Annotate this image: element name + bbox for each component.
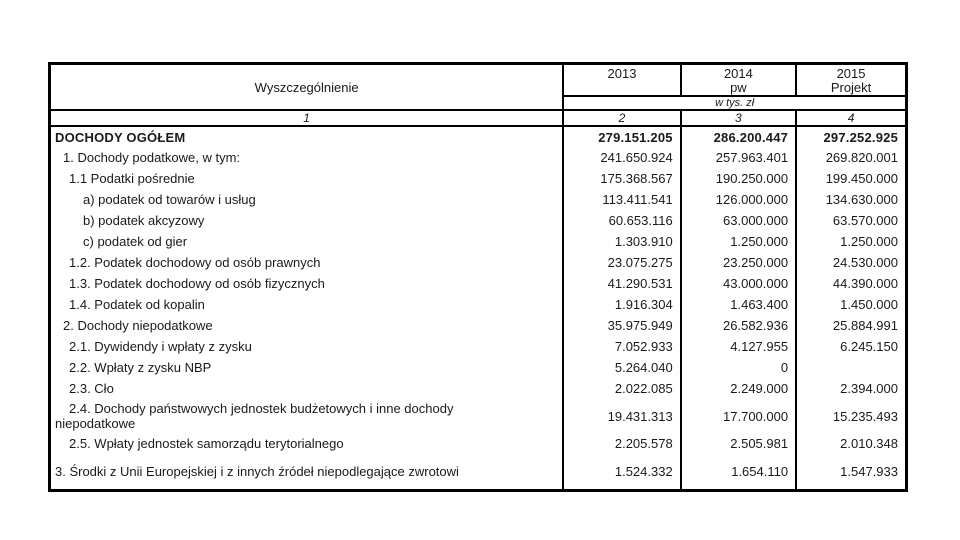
row-label: 2.2. Wpłaty z zysku NBP [69, 360, 212, 375]
table-row: 2.3. Cło 2.022.085 2.249.000 2.394.000 [50, 378, 907, 399]
value-2014: 1.654.110 [679, 454, 797, 490]
table-row: 1.3. Podatek dochodowy od osób fizycznyc… [50, 273, 907, 294]
value-2013: 113.411.541 [562, 189, 681, 210]
value-2015: 1.450.000 [795, 294, 907, 315]
table-row: 1.4. Podatek od kopalin 1.916.304 1.463.… [50, 294, 907, 315]
value-2013: 19.431.313 [562, 399, 681, 433]
value-2013: 5.264.040 [562, 357, 681, 378]
table-row: a) podatek od towarów i usług 113.411.54… [50, 189, 907, 210]
value-2013: 1.524.332 [562, 454, 681, 490]
row-label: 1.4. Podatek od kopalin [69, 297, 205, 312]
value-2015: 2.010.348 [795, 433, 907, 454]
column-number-4: 4 [795, 110, 907, 127]
table-row: 2.2. Wpłaty z zysku NBP 5.264.040 0 [50, 357, 907, 378]
value-2014: 26.582.936 [679, 315, 797, 336]
table-row: 1. Dochody podatkowe, w tym: 241.650.924… [50, 147, 907, 168]
year-2015-subtitle: Projekt [830, 80, 872, 95]
table-row: DOCHODY OGÓŁEM 279.151.205 286.200.447 2… [50, 126, 907, 147]
revenue-table: Wyszczególnienie 2013 2014 pw 2015 Proje… [48, 62, 908, 492]
value-2013: 1.916.304 [562, 294, 681, 315]
value-2014: 190.250.000 [679, 168, 797, 189]
row-label: 1.1 Podatki pośrednie [69, 171, 195, 186]
year-2014: 2014 [723, 66, 753, 81]
header-row-numbers: 1 2 3 4 [49, 110, 907, 127]
header-row-unit: w tys. zł [50, 96, 907, 111]
value-2013: 279.151.205 [562, 126, 681, 147]
value-2014: 2.505.981 [679, 433, 797, 454]
value-2013: 241.650.924 [562, 147, 681, 168]
year-2013: 2013 [607, 66, 637, 81]
value-2013: 60.653.116 [562, 210, 681, 231]
value-2013: 2.205.578 [562, 433, 681, 454]
table-row: 1.1 Podatki pośrednie 175.368.567 190.25… [50, 168, 907, 189]
value-2015: 44.390.000 [795, 273, 907, 294]
value-2015: 63.570.000 [795, 210, 907, 231]
value-2015: 1.250.000 [795, 231, 907, 252]
value-2014: 4.127.955 [679, 336, 797, 357]
value-2015: 15.235.493 [795, 399, 907, 433]
column-number-1: 1 [49, 110, 564, 127]
value-2015: 199.450.000 [795, 168, 907, 189]
value-2013: 7.052.933 [562, 336, 681, 357]
value-2015: 134.630.000 [795, 189, 907, 210]
table-row: 1.2. Podatek dochodowy od osób prawnych … [50, 252, 907, 273]
value-2013: 35.975.949 [562, 315, 681, 336]
row-label: 1.3. Podatek dochodowy od osób fizycznyc… [69, 276, 325, 291]
row-label: 2.4. Dochody państwowych jednostek budże… [55, 401, 454, 431]
table-row: 2. Dochody niepodatkowe 35.975.949 26.58… [50, 315, 907, 336]
value-2013: 2.022.085 [562, 378, 681, 399]
value-2013: 41.290.531 [562, 273, 681, 294]
value-2014: 23.250.000 [679, 252, 797, 273]
row-label: 1. Dochody podatkowe, w tym: [63, 150, 241, 165]
year-2014-subtitle: pw [730, 80, 747, 95]
table-row: 2.4. Dochody państwowych jednostek budże… [50, 399, 907, 433]
year-2015: 2015 [836, 66, 866, 81]
value-2014: 286.200.447 [679, 126, 797, 147]
value-2015: 1.547.933 [795, 454, 907, 490]
value-2015 [795, 357, 907, 378]
row-label: 2.5. Wpłaty jednostek samorządu terytori… [69, 436, 344, 451]
value-2015: 269.820.001 [795, 147, 907, 168]
value-2014: 1.463.400 [679, 294, 797, 315]
value-2015: 297.252.925 [795, 126, 907, 147]
value-2015: 6.245.150 [795, 336, 907, 357]
value-2014: 43.000.000 [679, 273, 797, 294]
value-2014: 126.000.000 [679, 189, 797, 210]
row-label: DOCHODY OGÓŁEM [55, 129, 186, 145]
row-label: 2.1. Dywidendy i wpłaty z zysku [69, 339, 252, 354]
table-row: 3. Środki z Unii Europejskiej i z innych… [50, 454, 907, 490]
column-number-2: 2 [562, 110, 681, 127]
value-2014: 17.700.000 [679, 399, 797, 433]
row-label: 1.2. Podatek dochodowy od osób prawnych [69, 255, 321, 270]
value-2014: 0 [679, 357, 797, 378]
value-2013: 23.075.275 [562, 252, 681, 273]
row-label: 3. Środki z Unii Europejskiej i z innych… [55, 463, 459, 479]
value-2014: 63.000.000 [679, 210, 797, 231]
unit-note: w tys. zł [562, 96, 907, 111]
row-label: 2.3. Cło [69, 381, 114, 396]
value-2015: 2.394.000 [795, 378, 907, 399]
value-2015: 24.530.000 [795, 252, 907, 273]
value-2015: 25.884.991 [795, 315, 907, 336]
value-2013: 1.303.910 [562, 231, 681, 252]
value-2014: 1.250.000 [679, 231, 797, 252]
column-header-label: Wyszczególnienie [49, 63, 564, 111]
row-label: c) podatek od gier [83, 234, 188, 249]
row-label: b) podatek akcyzowy [83, 213, 205, 228]
column-number-3: 3 [679, 110, 797, 127]
row-label: a) podatek od towarów i usług [83, 192, 256, 207]
column-header-2014: 2014 pw [679, 63, 797, 97]
row-label: 2. Dochody niepodatkowe [63, 318, 213, 333]
header-row-years: Wyszczególnienie 2013 2014 pw 2015 Proje… [49, 63, 907, 111]
column-header-2015: 2015 Projekt [795, 63, 907, 97]
value-2014: 2.249.000 [679, 378, 797, 399]
value-2014: 257.963.401 [679, 147, 797, 168]
table-row: 2.1. Dywidendy i wpłaty z zysku 7.052.93… [50, 336, 907, 357]
table-row: c) podatek od gier 1.303.910 1.250.000 1… [50, 231, 907, 252]
table-row: 2.5. Wpłaty jednostek samorządu terytori… [50, 433, 907, 454]
table-row: b) podatek akcyzowy 60.653.116 63.000.00… [50, 210, 907, 231]
column-header-2013: 2013 [562, 63, 681, 97]
value-2013: 175.368.567 [562, 168, 681, 189]
